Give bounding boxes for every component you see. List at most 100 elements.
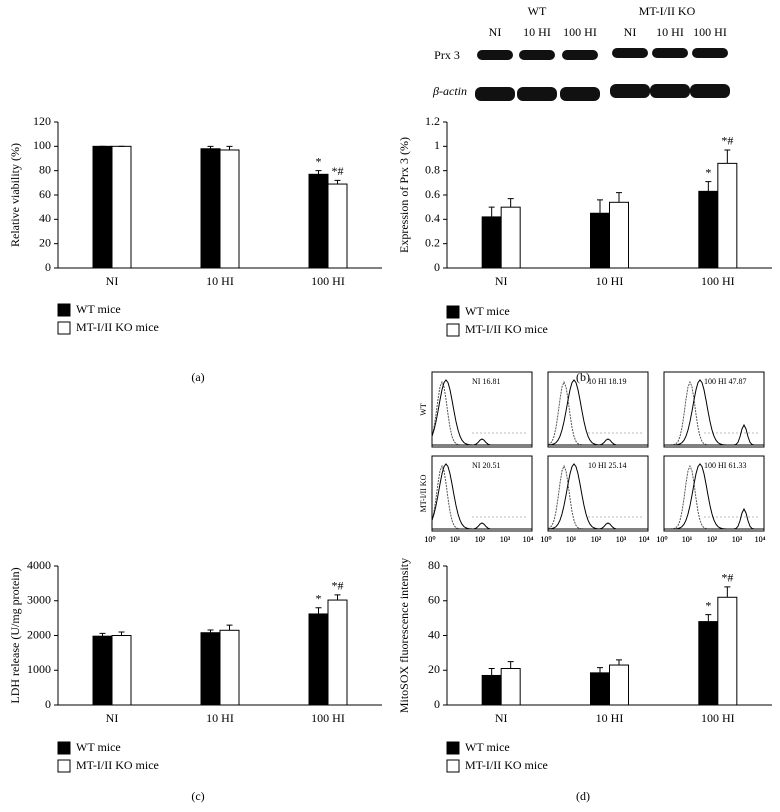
- flow-panel: [431, 455, 533, 532]
- panel-label: (a): [191, 370, 204, 384]
- x-tick-label: NI: [106, 274, 119, 288]
- significance-mark: *: [705, 165, 711, 179]
- flow-x-tick-label: 10⁰: [656, 535, 667, 544]
- flow-panel: [663, 371, 765, 448]
- flow-x-tick-label: 10¹: [682, 535, 693, 544]
- bar: [590, 212, 610, 269]
- blot-row-label: Prx 3: [434, 48, 460, 62]
- flow-row-label: MT-I/II KO: [419, 474, 428, 512]
- panel-label: (d): [576, 789, 590, 803]
- lane-label: NI: [624, 25, 637, 39]
- x-tick-label: 100 HI: [701, 711, 735, 725]
- flow-x-tick-label: 10⁴: [639, 535, 650, 544]
- error-bar: [507, 198, 514, 208]
- significance-mark: *: [316, 154, 322, 168]
- bar: [219, 629, 240, 706]
- significance-mark: *#: [721, 571, 733, 585]
- flow-x-tick-label: 10⁰: [424, 535, 435, 544]
- bar: [308, 173, 329, 269]
- flow-x-tick-label: 10¹: [682, 535, 693, 544]
- error-bar: [705, 614, 712, 622]
- flow-x-tick-label: 10³: [732, 535, 743, 544]
- sample-histogram: [547, 379, 648, 446]
- legend-swatch: [57, 741, 71, 755]
- prx3-band: [477, 50, 513, 60]
- flow-x-tick-label: 10²: [475, 535, 486, 544]
- bar: [590, 672, 610, 706]
- y-tick-label: 2000: [27, 627, 51, 641]
- control-histogram: [547, 380, 648, 446]
- bar: [500, 206, 521, 269]
- significance-mark: *: [316, 591, 322, 605]
- lane-label: 10 HI: [523, 25, 551, 39]
- actin-band: [610, 84, 650, 98]
- flow-x-tick-label: 10¹: [566, 535, 577, 544]
- error-bar: [99, 632, 106, 637]
- y-tick-label: 1.2: [425, 114, 440, 128]
- flow-x-tick-label: 10¹: [566, 535, 577, 544]
- significance-mark: *#: [721, 134, 733, 148]
- blot-row-label: β-actin: [432, 84, 467, 98]
- flow-gate-label: NI 20.51: [472, 461, 500, 470]
- panel-label: (c): [191, 789, 204, 803]
- sample-histogram: [547, 463, 648, 530]
- control-histogram: [547, 464, 648, 530]
- y-tick-label: 40: [428, 627, 440, 641]
- blot-group: MT-I/II KO: [639, 4, 696, 18]
- actin-band: [650, 84, 690, 98]
- error-bar: [207, 629, 214, 633]
- error-bar: [724, 149, 731, 164]
- legend-label: WT mice: [465, 740, 510, 754]
- legend-swatch: [57, 759, 71, 773]
- control-histogram: [431, 380, 532, 446]
- y-tick-label: 40: [39, 211, 51, 225]
- flow-gate-label: 100 HI 47.87: [704, 377, 746, 386]
- lane-label: 100 HI: [563, 25, 597, 39]
- bar: [717, 596, 738, 706]
- y-tick-label: 1000: [27, 662, 51, 676]
- y-tick-label: 60: [428, 593, 440, 607]
- y-axis-label: MitoSOX fluorescence intensity: [397, 558, 411, 713]
- y-tick-label: 0: [45, 697, 51, 711]
- error-bar: [724, 586, 731, 598]
- flow-gate-label: 10 HI 18.19: [588, 377, 626, 386]
- y-tick-label: 0.8: [425, 162, 440, 176]
- error-bar: [488, 206, 495, 217]
- blot-group: WT: [528, 4, 547, 18]
- y-tick-label: 3000: [27, 593, 51, 607]
- error-bar: [507, 661, 514, 669]
- prx3-band: [692, 48, 728, 58]
- bar: [698, 621, 719, 706]
- y-tick-label: 80: [428, 558, 440, 572]
- flow-gate-label: NI 16.81: [472, 377, 500, 386]
- bar: [92, 145, 113, 269]
- actin-band: [517, 87, 557, 101]
- legend-label: WT mice: [465, 304, 510, 318]
- bar: [698, 190, 719, 269]
- y-axis-label: LDH release (U/mg protein): [8, 567, 22, 703]
- x-tick-label: 10 HI: [596, 711, 624, 725]
- error-bar: [118, 631, 125, 636]
- flow-x-tick-label: 10²: [707, 535, 718, 544]
- significance-mark: *#: [332, 579, 344, 593]
- prx3-band: [652, 48, 688, 58]
- bar: [111, 145, 132, 269]
- legend-label: WT mice: [76, 302, 121, 316]
- flow-x-tick-label: 10⁰: [424, 535, 435, 544]
- flow-x-tick-label: 10⁴: [755, 535, 766, 544]
- flow-x-tick-label: 10⁴: [639, 535, 650, 544]
- actin-band: [690, 84, 730, 98]
- bar: [717, 162, 738, 269]
- y-tick-label: 1: [434, 138, 440, 152]
- y-axis-label: Expression of Prx 3 (%): [397, 137, 411, 253]
- flow-x-tick-label: 10³: [616, 535, 627, 544]
- legend-label: MT-I/II KO mice: [465, 322, 548, 336]
- legend-swatch: [446, 323, 460, 337]
- flow-panel: [663, 455, 765, 532]
- sample-histogram: [431, 379, 532, 446]
- flow-panel: [431, 371, 533, 448]
- flow-x-tick-label: 10⁴: [755, 535, 766, 544]
- sample-histogram: [664, 379, 764, 446]
- actin-band: [560, 87, 600, 101]
- lane-label: 10 HI: [656, 25, 684, 39]
